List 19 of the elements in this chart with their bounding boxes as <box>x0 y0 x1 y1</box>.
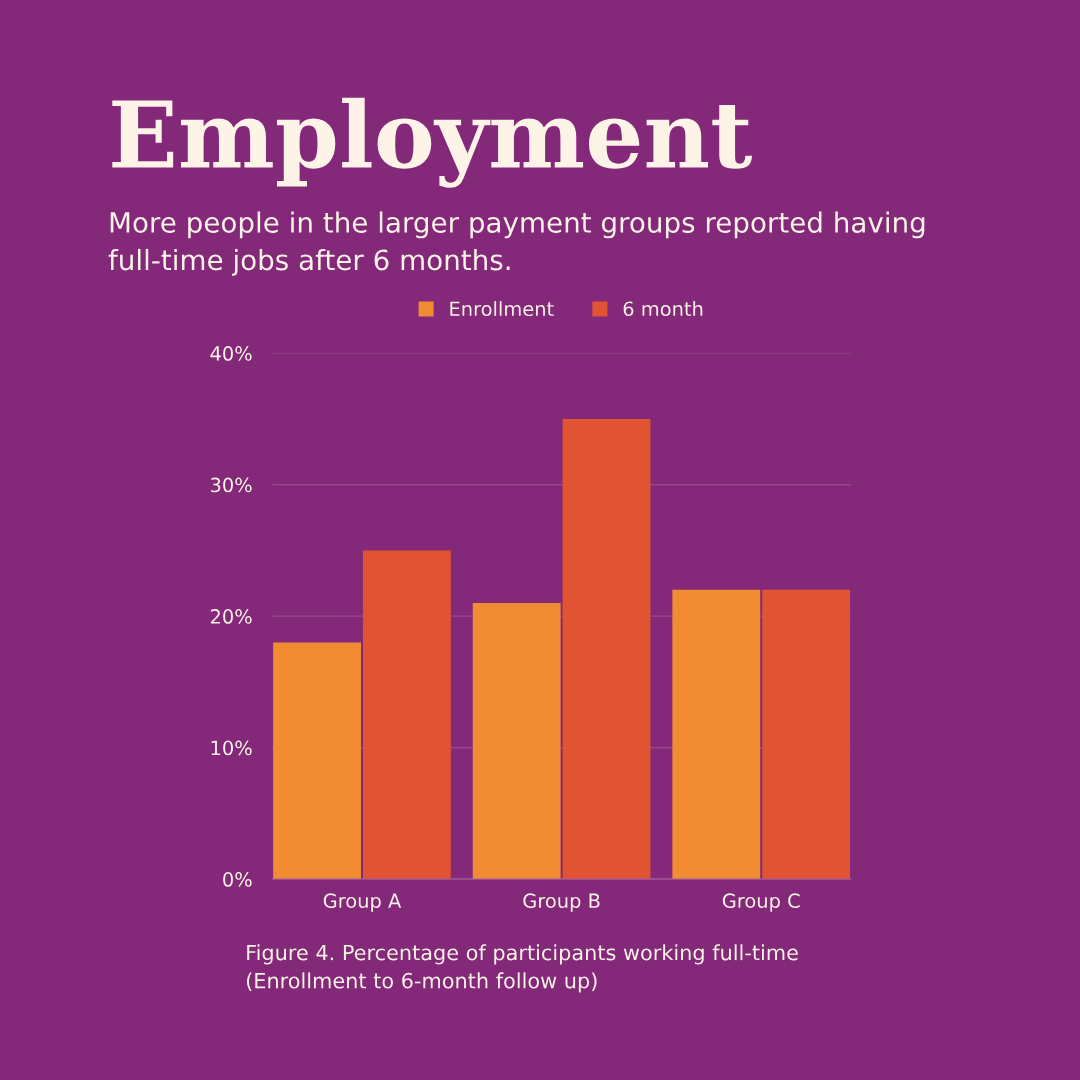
x-tick-label: Group C <box>722 893 800 912</box>
bar <box>672 589 761 880</box>
bar <box>362 550 451 880</box>
bar <box>472 602 561 880</box>
legend-label: Enrollment <box>450 301 554 317</box>
chart-title: Employment <box>112 97 753 188</box>
y-tick-label: 30% <box>210 477 252 493</box>
bar <box>273 642 361 880</box>
y-tick-label: 10% <box>211 740 252 756</box>
x-tick-label: Group B <box>523 893 600 912</box>
caption: Figure 4. Percentage of participants working full-time (Enrollment to 6-month follow up) <box>246 944 798 993</box>
y-tick-label: 40% <box>210 346 252 361</box>
y-tick-label: 0% <box>223 872 252 887</box>
legend-label: 6 month <box>623 301 703 317</box>
x-tick-label: Group A <box>323 893 402 912</box>
bar <box>562 418 651 880</box>
y-tick-label: 20% <box>210 609 252 624</box>
bar <box>762 589 851 880</box>
chart-subtitle: More people in the larger payment groups reported having full-time jobs after 6 months. <box>108 211 925 276</box>
